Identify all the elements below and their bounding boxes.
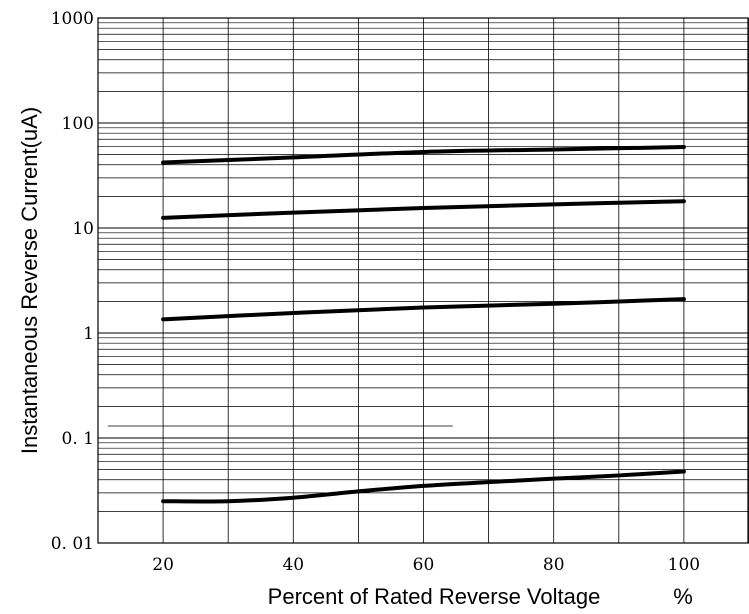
y-axis-label: Instantaneous Reverse Current(uA) — [17, 107, 42, 454]
x-tick-label: 60 — [413, 555, 435, 575]
x-axis-unit: % — [673, 584, 693, 609]
y-tick-label: 1 — [83, 324, 94, 344]
y-tick-labels: 0. 01 0. 1 1 10 100 1000 — [51, 9, 94, 554]
series-line-1 — [161, 145, 686, 165]
x-tick-labels: 20 40 60 80 100 — [152, 555, 700, 575]
x-tick-label: 40 — [282, 555, 304, 575]
plot-frame — [97, 17, 749, 544]
series-line-4 — [161, 469, 686, 504]
y-tick-label: 0. 1 — [62, 429, 94, 449]
series-line-2 — [161, 199, 686, 220]
y-tick-label: 0. 01 — [51, 534, 94, 554]
chart-series — [161, 145, 686, 504]
y-tick-label: 100 — [62, 114, 94, 134]
y-tick-label: 10 — [72, 219, 94, 239]
y-tick-label: 1000 — [51, 9, 94, 29]
x-tick-label: 80 — [543, 555, 565, 575]
x-tick-label: 100 — [668, 555, 700, 575]
x-axis-label: Percent of Rated Reverse Voltage — [268, 584, 601, 609]
series-line-3 — [161, 297, 686, 322]
chart-grid — [97, 18, 749, 544]
x-tick-label: 20 — [152, 555, 174, 575]
